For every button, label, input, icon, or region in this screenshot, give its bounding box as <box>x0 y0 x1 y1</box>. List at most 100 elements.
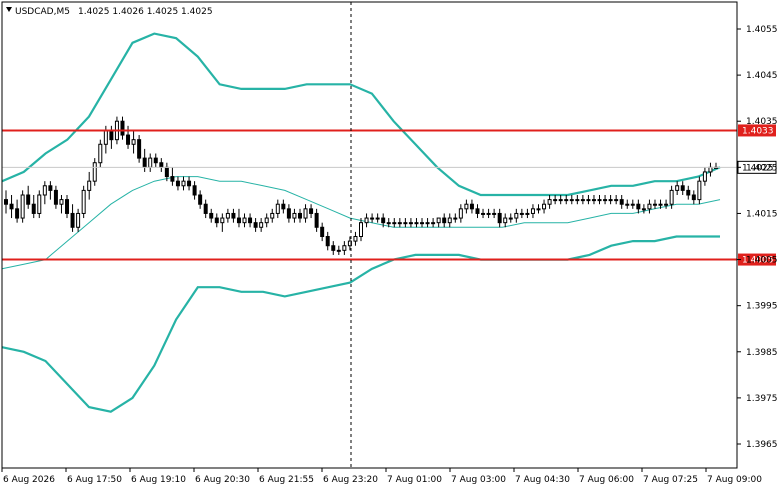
candle-body <box>469 203 474 210</box>
candle-body <box>519 212 524 215</box>
candle-body <box>270 212 275 219</box>
candle-body <box>126 134 131 145</box>
price-levels: 1.4033 1.4005 1.4025 <box>2 2 777 468</box>
candle-body <box>436 217 441 224</box>
candle-body <box>76 212 81 228</box>
candle-body <box>575 199 580 202</box>
candle-body <box>53 189 58 205</box>
candle-body <box>680 185 685 191</box>
candle-body <box>20 194 25 219</box>
candle-body <box>248 217 253 224</box>
candle-body <box>9 203 14 210</box>
candle-body <box>70 212 75 228</box>
candle-body <box>214 217 219 224</box>
candle-body <box>431 222 436 225</box>
candle-body <box>503 217 508 224</box>
candle-body <box>525 212 530 215</box>
candle-body <box>658 203 663 206</box>
candle-body <box>353 236 358 242</box>
candle-body <box>397 222 402 225</box>
candle-body <box>675 185 680 191</box>
candle-body <box>364 217 369 224</box>
candle-body <box>664 203 669 206</box>
candle-body <box>697 180 702 201</box>
candle-body <box>708 166 713 173</box>
candle-body <box>603 199 608 202</box>
candle-body <box>564 199 569 202</box>
candle-body <box>514 212 519 219</box>
dropdown-arrow-icon[interactable] <box>6 7 12 12</box>
candle-body <box>281 203 286 210</box>
candle-body <box>392 222 397 225</box>
x-tick-label: 6 Aug 19:10 <box>131 475 186 485</box>
candle-body <box>447 217 452 224</box>
candle-body <box>580 199 585 202</box>
candle-body <box>242 217 247 224</box>
candle-body <box>31 203 36 214</box>
candle-body <box>87 180 92 191</box>
candle-body <box>314 212 319 228</box>
x-tick-label: 6 Aug 20:30 <box>195 475 250 485</box>
candle-body <box>458 208 463 219</box>
chart-ohlc: 1.4025 1.4026 1.4025 1.4025 <box>78 7 213 17</box>
candle-body <box>275 203 280 214</box>
candle-body <box>569 199 574 202</box>
candle-body <box>259 222 264 228</box>
price-axis: 1.4055 1.4045 1.4035 1.4025 1.4015 1.4005 1.39… <box>737 25 778 450</box>
candle-body <box>359 222 363 238</box>
y-tick-label: 1.4015 <box>746 209 778 219</box>
candle-body <box>386 222 391 225</box>
candle-body <box>264 217 269 224</box>
candle-body <box>420 222 425 225</box>
x-tick-label: 6 Aug 17:50 <box>67 475 122 485</box>
x-tick-label: 6 Aug 21:55 <box>259 475 314 485</box>
x-tick-label: 6 Aug 23:20 <box>323 475 378 485</box>
price-level-label: 1.4033 <box>742 126 774 136</box>
candle-body <box>403 222 408 225</box>
x-tick-label: 7 Aug 01:00 <box>387 475 442 485</box>
candle-body <box>486 212 491 215</box>
x-tick-label: 7 Aug 04:30 <box>515 475 570 485</box>
candle-body <box>336 249 341 252</box>
candle-body <box>209 212 214 219</box>
candle-body <box>225 212 230 219</box>
candle-body <box>492 212 497 215</box>
candle-body <box>42 185 47 196</box>
candle-body <box>137 139 142 159</box>
candle-body <box>15 208 20 219</box>
candle-body <box>453 217 458 220</box>
candle-body <box>192 185 197 196</box>
candle-body <box>181 180 186 187</box>
y-tick-label: 1.4035 <box>746 117 778 127</box>
y-tick-label: 1.3995 <box>746 302 778 312</box>
plot-border <box>1 1 738 469</box>
candle-body <box>691 194 696 201</box>
price-level-tag <box>738 253 776 266</box>
candle-body <box>481 212 486 215</box>
candle-body <box>408 222 413 225</box>
candle-body <box>297 212 302 219</box>
candle-body <box>292 212 297 219</box>
candle-body <box>686 189 691 196</box>
y-tick-label: 1.4025 <box>746 163 778 173</box>
candle-body <box>92 162 97 182</box>
candle-body <box>198 194 203 205</box>
candle-body <box>370 217 375 220</box>
candle-body <box>608 199 613 202</box>
candle-body <box>159 162 164 168</box>
candle-body <box>641 208 646 211</box>
chart-frame <box>1 1 738 469</box>
candle-body <box>669 189 674 205</box>
candle-body <box>619 199 624 205</box>
candle-body <box>636 203 641 210</box>
candle-body <box>26 194 31 205</box>
candle-body <box>497 212 502 224</box>
candle-body <box>381 217 386 224</box>
bollinger-upper-line <box>1 32 721 197</box>
candle-body <box>37 194 42 214</box>
candle-body <box>103 129 108 145</box>
x-tick-label: 7 Aug 03:00 <box>451 475 506 485</box>
